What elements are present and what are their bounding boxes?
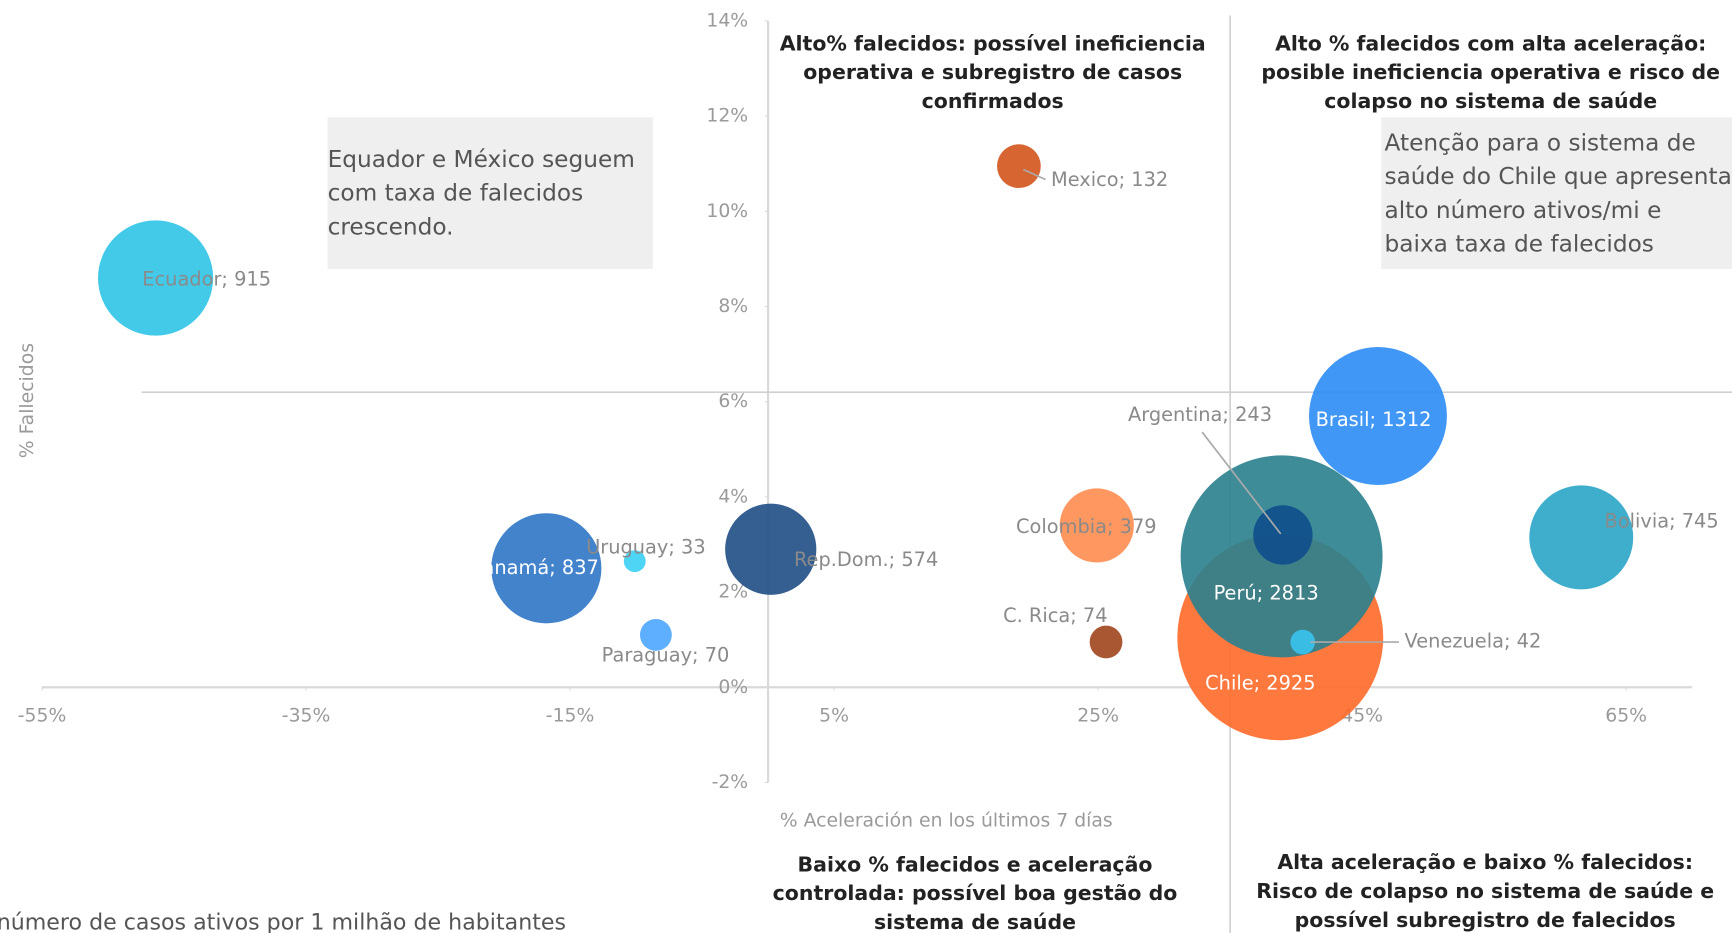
bubble (491, 513, 602, 624)
data-label: Brasil; 1312 (1316, 408, 1432, 431)
y-tick-label: 6% (718, 391, 748, 412)
y-tick-label: 2% (718, 582, 748, 603)
bubble (725, 503, 817, 595)
y-axis-label: % Fallecidos (17, 343, 38, 458)
data-label: Perú; 2813 (1214, 582, 1319, 605)
bubble (1290, 629, 1316, 655)
quadrant-note: possível subregistro de falecidos (1295, 908, 1676, 932)
leader-line (1201, 431, 1282, 535)
quadrant-note: confirmados (922, 89, 1064, 113)
data-label: Colombia; 379 (1016, 515, 1157, 538)
bubble (1089, 625, 1123, 659)
annotation-text: saúde do Chile que apresenta (1384, 163, 1731, 190)
x-tick-label: -15% (546, 706, 595, 727)
annotation-text: baixa taxa de falecidos (1384, 231, 1653, 258)
plot: % Aceleración en los últimos 7 días % Fa… (0, 11, 1732, 933)
x-tick-label: 25% (1077, 706, 1119, 727)
bubble (1309, 347, 1447, 485)
bubble (639, 618, 672, 651)
data-label: Uruguay; 33 (586, 535, 706, 558)
quadrant-note: colapso no sistema de saúde (1324, 89, 1657, 113)
quadrant-note: Alto% falecidos: possível ineficiencia (780, 31, 1206, 55)
x-tick-label: 5% (819, 706, 849, 727)
annotation-text: alto número ativos/mi e (1384, 197, 1661, 224)
y-tick-label: 12% (706, 106, 748, 127)
size-note: número de casos ativos por 1 milhão de h… (0, 909, 566, 933)
data-label: C. Rica; 74 (1003, 604, 1107, 627)
quadrant-note: posible ineficiencia operativa e risco d… (1261, 60, 1720, 84)
quadrant-note: Alto % falecidos com alta aceleração: (1275, 31, 1706, 55)
quadrant-note: sistema de saúde (874, 910, 1076, 933)
y-tick-label: 0% (718, 677, 748, 698)
x-tick-label: -35% (282, 706, 331, 727)
y-tick-label: -2% (712, 772, 749, 793)
bubble (623, 550, 646, 573)
data-label: Mexico; 132 (1051, 168, 1168, 191)
bubble (1253, 505, 1313, 565)
annotation-text: crescendo. (328, 213, 454, 240)
y-tick-label: 14% (706, 11, 748, 32)
leader-line (1022, 168, 1046, 181)
data-label: Argentina; 243 (1128, 403, 1272, 426)
x-axis-label: % Aceleración en los últimos 7 días (780, 811, 1113, 832)
bubble (1059, 488, 1134, 563)
quadrant-note: Risco de colapso no sistema de saúde e (1256, 879, 1714, 903)
annotation-text: com taxa de falecidos (328, 180, 584, 207)
data-label: Panamá; 837 (472, 556, 599, 579)
quadrant-note: Baixo % falecidos e aceleração (798, 852, 1153, 876)
annotation-text: Equador e México seguem (328, 146, 635, 173)
data-label: Chile; 2925 (1205, 671, 1315, 694)
annotation-text: Atenção para o sistema de (1384, 129, 1695, 156)
annotation-box (327, 117, 653, 269)
bubble (98, 220, 214, 336)
annotation-box (1381, 117, 1732, 269)
data-label: Venezuela; 42 (1405, 630, 1542, 653)
data-label: Ecuador; 915 (142, 268, 271, 291)
y-tick-label: 8% (718, 296, 748, 317)
quadrant-note: controlada: possível boa gestão do (773, 881, 1178, 905)
data-label: Paraguay; 70 (602, 643, 730, 666)
data-label: Bolivia; 745 (1604, 509, 1718, 532)
quadrant-note: operativa e subregistro de casos (803, 60, 1182, 84)
y-tick-label: 10% (706, 201, 748, 222)
bubble (1529, 485, 1634, 590)
bubble (997, 144, 1041, 189)
y-tick-label: 4% (718, 486, 748, 507)
quadrant-note: Alta aceleração e baixo % falecidos: (1277, 850, 1693, 874)
x-tick-label: -55% (18, 706, 67, 727)
data-label: Rep.Dom.; 574 (794, 548, 938, 571)
x-tick-label: 65% (1605, 706, 1647, 727)
